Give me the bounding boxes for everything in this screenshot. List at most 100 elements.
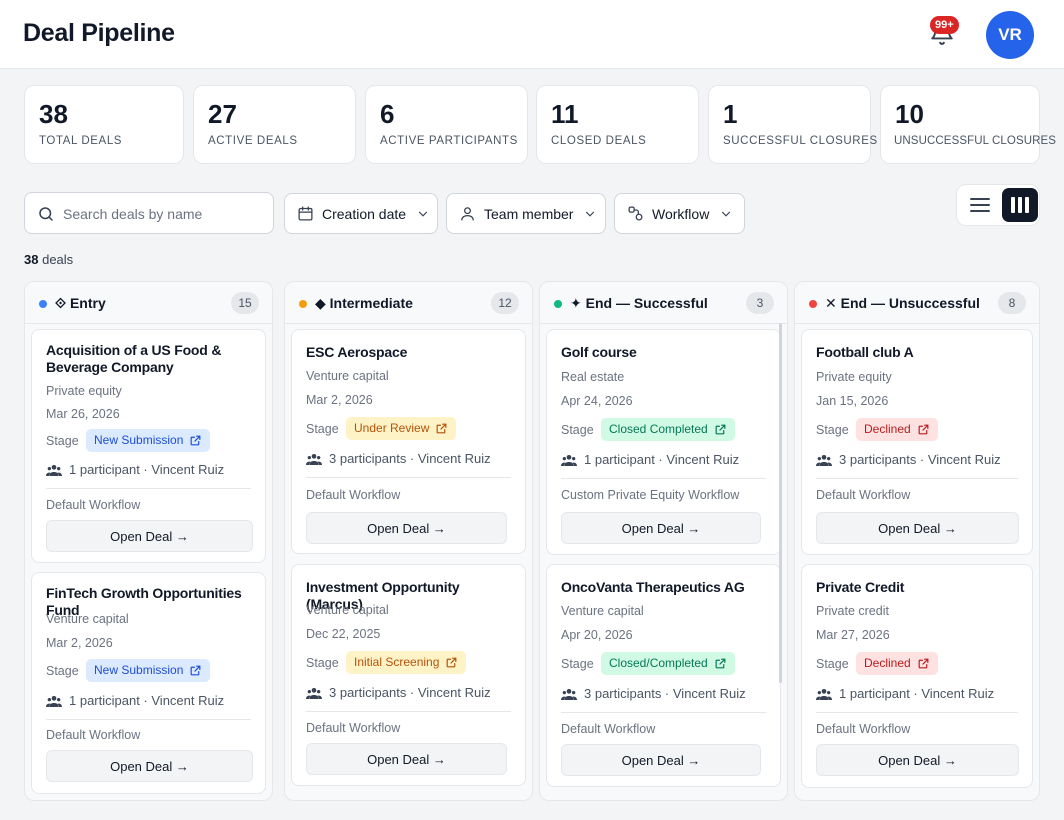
deal-name: FinTech Growth Opportunities Fund — [46, 585, 242, 618]
stage-label: Stage — [561, 423, 594, 437]
external-link-icon — [715, 658, 726, 669]
notification-count-badge: 99+ — [930, 16, 959, 34]
page-title: Deal Pipeline — [23, 19, 175, 47]
column-status-dot — [809, 300, 817, 308]
users-icon — [816, 688, 832, 700]
team-member-filter[interactable]: Team member — [446, 193, 606, 234]
column-symbol-icon: ⟐ — [55, 295, 67, 311]
deal-card: FinTech Growth Opportunities Fund Ventur… — [31, 572, 266, 794]
stage-badge[interactable]: Closed/Completed — [601, 652, 735, 675]
stage-badge-text: Under Review — [354, 421, 430, 435]
stage-badge[interactable]: New Submission — [86, 429, 211, 452]
workflow-name: Default Workflow — [816, 722, 911, 736]
open-deal-button[interactable]: Open Deal → — [46, 750, 253, 782]
card-divider — [306, 477, 511, 478]
deal-name: Investment Opportunity (Marcus) — [306, 579, 460, 612]
stat-card-total-deals: 38 TOTAL DEALS — [24, 85, 184, 164]
stage-badge[interactable]: New Submission — [86, 659, 211, 682]
participants: 1 participant · Vincent Ruiz — [816, 686, 994, 701]
column-status-dot — [554, 300, 562, 308]
external-link-icon — [190, 665, 201, 676]
column-header: ⟐ Entry 15 — [25, 282, 272, 324]
participants-text: 1 participant · Vincent Ruiz — [69, 693, 225, 708]
deal-card: Acquisition of a US Food & Beverage Comp… — [31, 329, 266, 563]
deal-type: Private equity — [816, 370, 892, 384]
stage-badge[interactable]: Under Review — [346, 417, 457, 440]
column-end-unsuccessful: ✕ End — Unsuccessful 8 Football club A P… — [794, 281, 1040, 801]
deal-name: ESC Aerospace — [306, 344, 408, 360]
stage-label: Stage — [306, 422, 339, 436]
column-symbol-icon: ◆ — [315, 295, 326, 311]
workflow-filter[interactable]: Workflow — [614, 193, 745, 234]
column-scrollbar[interactable] — [779, 323, 782, 683]
stage-label: Stage — [46, 434, 79, 448]
column-title: ✦ End — Successful — [570, 295, 708, 312]
chevron-down-icon — [586, 211, 595, 217]
open-deal-button[interactable]: Open Deal → — [816, 744, 1019, 776]
columns-icon — [1011, 197, 1029, 213]
participants: 1 participant · Vincent Ruiz — [561, 452, 739, 467]
open-deal-button[interactable]: Open Deal → — [561, 512, 761, 544]
external-link-icon — [918, 424, 929, 435]
column-status-dot — [299, 300, 307, 308]
stat-value: 6 — [380, 99, 395, 129]
chevron-down-icon — [722, 211, 731, 217]
search-box — [24, 192, 274, 234]
column-end-successful: ✦ End — Successful 3 Golf course Real es… — [539, 281, 788, 801]
stat-value: 38 — [39, 99, 68, 129]
users-icon — [46, 464, 62, 476]
stat-value: 10 — [895, 99, 924, 129]
open-deal-button[interactable]: Open Deal → — [306, 743, 507, 775]
deal-name: Acquisition of a US Food & Beverage Comp… — [46, 342, 222, 375]
stage-badge[interactable]: Declined — [856, 652, 938, 675]
stat-value: 11 — [551, 99, 579, 129]
deal-date: Mar 26, 2026 — [46, 407, 120, 421]
column-header: ✕ End — Unsuccessful 8 — [795, 282, 1039, 324]
board-view-button[interactable] — [1002, 188, 1038, 222]
external-link-icon — [446, 657, 457, 668]
open-deal-button[interactable]: Open Deal → — [306, 512, 507, 544]
list-icon — [970, 198, 990, 212]
open-deal-button[interactable]: Open Deal → — [561, 744, 761, 776]
card-divider — [306, 711, 511, 712]
participants-text: 3 participants · Vincent Ruiz — [839, 452, 1001, 467]
deal-count-suffix: deals — [42, 252, 74, 267]
external-link-icon — [715, 424, 726, 435]
column-title-text: Entry — [69, 295, 106, 311]
participants: 3 participants · Vincent Ruiz — [816, 452, 1001, 467]
workflow-name: Custom Private Equity Workflow — [561, 488, 740, 502]
stage-badge[interactable]: Closed Completed — [601, 418, 735, 441]
users-icon — [816, 454, 832, 466]
workflow-name: Default Workflow — [561, 722, 656, 736]
deal-type: Venture capital — [46, 612, 129, 626]
deal-date: Apr 24, 2026 — [561, 394, 633, 408]
card-divider — [46, 488, 251, 489]
list-view-button[interactable] — [965, 190, 995, 220]
filter-label: Creation date — [322, 205, 407, 222]
stage-badge[interactable]: Declined — [856, 418, 938, 441]
column-header: ◆ Intermediate 12 — [285, 282, 532, 324]
deal-count-number: 38 — [24, 252, 39, 267]
deal-date: Dec 22, 2025 — [306, 627, 381, 641]
users-icon — [306, 687, 322, 699]
external-link-icon — [436, 423, 447, 434]
open-deal-button[interactable]: Open Deal → — [816, 512, 1019, 544]
stage-badge[interactable]: Initial Screening — [346, 651, 467, 674]
open-deal-button[interactable]: Open Deal → — [46, 520, 253, 552]
app-header: Deal Pipeline 99+ VR — [0, 0, 1064, 69]
column-entry: ⟐ Entry 15 Acquisition of a US Food & Be… — [24, 281, 273, 801]
column-count-badge: 8 — [998, 292, 1026, 314]
stage-label: Stage — [561, 657, 594, 671]
stat-label: ACTIVE DEALS — [208, 135, 298, 147]
card-divider — [561, 712, 766, 713]
user-avatar[interactable]: VR — [986, 11, 1034, 59]
search-input[interactable] — [63, 203, 263, 225]
participants: 3 participants · Vincent Ruiz — [306, 685, 491, 700]
deal-date: Jan 15, 2026 — [816, 394, 889, 408]
deal-name: Golf course — [561, 344, 637, 360]
stat-card-closed-deals: 11 CLOSED DEALS — [536, 85, 699, 164]
creation-date-filter[interactable]: Creation date — [284, 193, 438, 234]
participants-text: 3 participants · Vincent Ruiz — [584, 686, 746, 701]
workflow-name: Default Workflow — [46, 498, 141, 512]
deal-card: ESC Aerospace Venture capital Mar 2, 202… — [291, 329, 526, 554]
